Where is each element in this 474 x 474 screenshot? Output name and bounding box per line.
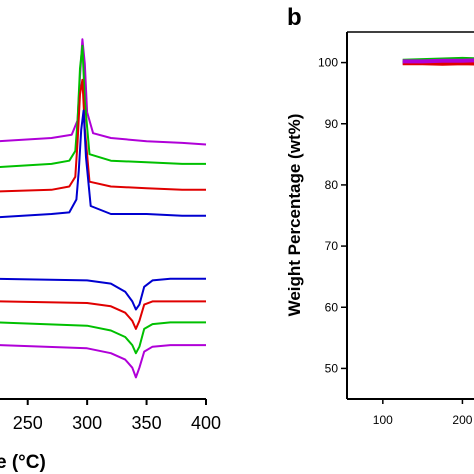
panel-a-series-line-4 bbox=[0, 109, 206, 219]
panel-a-series-line-6 bbox=[0, 300, 206, 330]
panel-b-x-ticks: 100 200 bbox=[373, 399, 473, 427]
panel-a-series-line-7 bbox=[0, 321, 206, 355]
panel-a-series-line-8 bbox=[0, 344, 206, 379]
panel-b-series-line-2 bbox=[402, 61, 474, 66]
panel-b: b 50 60 70 80 90 100 100 200 Weight Percentage… bbox=[285, 4, 474, 427]
panel-b-y-tick-label: 70 bbox=[325, 239, 339, 253]
panel-a-series-line-2 bbox=[0, 44, 206, 168]
panel-a-x-tick-label: 250 bbox=[13, 413, 43, 433]
panel-b-series-line-4 bbox=[402, 58, 474, 64]
panel-b-series-group bbox=[402, 56, 474, 66]
panel-a: 250 300 350 400 e (°C) bbox=[0, 38, 221, 473]
panel-a-x-tick-label: 300 bbox=[72, 413, 102, 433]
panel-b-y-tick-label: 90 bbox=[325, 117, 339, 131]
panel-a-series-group bbox=[0, 38, 207, 379]
panel-b-x-tick-label: 100 bbox=[373, 413, 393, 427]
panel-a-x-axis-label: e (°C) bbox=[0, 452, 46, 473]
panel-b-y-ticks: 50 60 70 80 90 100 bbox=[318, 56, 347, 375]
panel-a-x-ticks: 250 300 350 400 bbox=[13, 399, 221, 433]
panel-b-label: b bbox=[287, 4, 302, 31]
panel-a-series-line-3 bbox=[0, 78, 206, 193]
panel-b-y-tick-label: 80 bbox=[325, 178, 339, 192]
panel-a-x-tick-label: 350 bbox=[132, 413, 162, 433]
panel-b-y-axis-label: Weight Percentage (wt%) bbox=[285, 114, 304, 317]
panel-a-series-line-1 bbox=[0, 38, 207, 146]
panel-b-y-tick-label: 100 bbox=[318, 56, 338, 70]
panel-b-y-tick-label: 60 bbox=[325, 300, 339, 314]
panel-b-y-tick-label: 50 bbox=[325, 361, 339, 375]
panel-a-x-tick-label: 400 bbox=[191, 413, 221, 433]
panel-b-x-tick-label: 200 bbox=[452, 413, 472, 427]
panel-a-series-line-5 bbox=[0, 277, 206, 311]
